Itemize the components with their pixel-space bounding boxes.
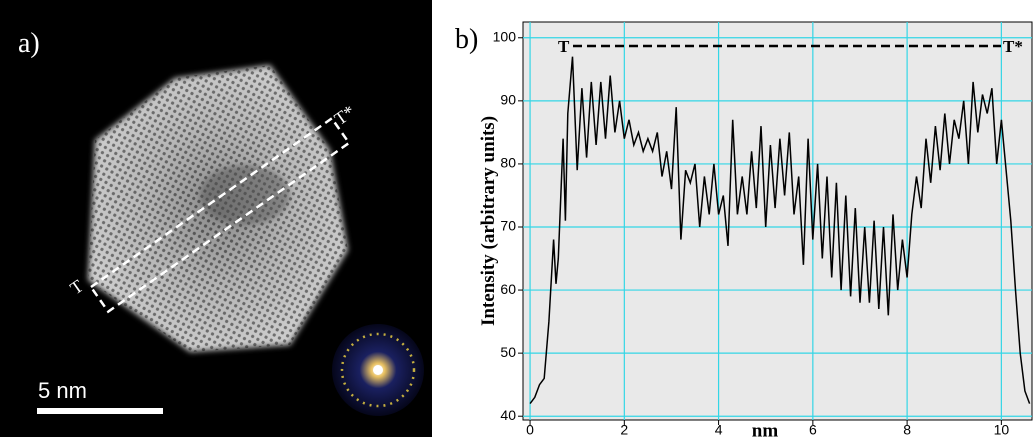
y-tick-label: 90	[500, 92, 516, 108]
x-tick-label: 0	[526, 422, 534, 437]
y-tick-label: 40	[500, 407, 516, 423]
y-tick-label: 80	[500, 155, 516, 171]
y-axis-label: Intensity (arbitrary units)	[478, 116, 499, 326]
x-tick-label: 4	[715, 422, 723, 437]
x-tick-label: 6	[809, 422, 817, 437]
y-tick-label: 100	[493, 28, 517, 44]
x-tick-label: 8	[903, 422, 911, 437]
end-marker: T*	[1003, 37, 1023, 56]
line-profile: b) nm Intensity (arbitrary units) T T* 4…	[455, 21, 1033, 437]
profile-line	[529, 56, 1031, 405]
panel-label: a)	[18, 28, 40, 59]
scale-label: 5 nm	[38, 378, 87, 403]
y-tick-label: 60	[500, 281, 516, 297]
x-axis-label: nm	[752, 420, 779, 437]
y-tick-label: 70	[500, 218, 516, 234]
panel-label: b)	[455, 24, 478, 55]
plot-area	[522, 21, 1033, 421]
start-marker: T	[558, 37, 570, 56]
y-tick-label: 50	[500, 344, 516, 360]
micrograph: a) T T* 5 nm	[0, 0, 432, 437]
x-tick-label: 2	[620, 422, 628, 437]
x-tick-label: 10	[994, 422, 1010, 437]
